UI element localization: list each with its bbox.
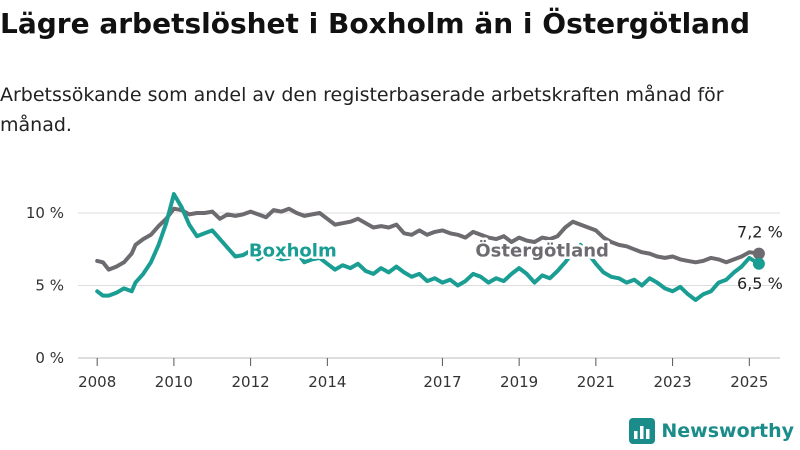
series-end-label-boxholm: 6,5 % bbox=[737, 274, 783, 293]
chart-subtitle: Arbetssökande som andel av den registerb… bbox=[0, 84, 724, 136]
series-layer bbox=[95, 192, 765, 302]
chart-title: Lägre arbetslöshet i Boxholm än i Österg… bbox=[0, 7, 751, 40]
x-tick-label: 2025 bbox=[730, 373, 768, 391]
x-tick-label: 2021 bbox=[577, 373, 615, 391]
series-end-point-ostergotland bbox=[752, 247, 765, 260]
y-tick-label: 10 % bbox=[26, 204, 64, 222]
x-tick-label: 2008 bbox=[78, 373, 116, 391]
y-tick-label: 0 % bbox=[35, 349, 64, 367]
x-tick-label: 2017 bbox=[423, 373, 461, 391]
y-tick-label: 5 % bbox=[35, 277, 64, 295]
series-end-point-boxholm bbox=[752, 257, 765, 270]
label-layer: 7,2 % 6,5 % Boxholm Östergötland bbox=[246, 223, 783, 293]
axis-layer: 0 % 5 % 10 % 2008 2010 2012 2014 2017 2019 2021 20… bbox=[26, 204, 769, 391]
x-tick-label: 2014 bbox=[308, 373, 346, 391]
series-name-label-boxholm: Boxholm bbox=[249, 240, 337, 261]
series-name-label-ostergotland: Östergötland bbox=[475, 239, 609, 261]
bar-chart-logo-icon bbox=[629, 418, 656, 444]
series-line-ostergotland bbox=[95, 206, 761, 272]
x-tick-label: 2019 bbox=[500, 373, 538, 391]
x-tick-label: 2010 bbox=[155, 373, 193, 391]
series-line-boxholm bbox=[95, 192, 761, 302]
x-tick-label: 2023 bbox=[653, 373, 691, 391]
series-end-label-ostergotland: 7,2 % bbox=[737, 223, 783, 242]
x-tick-label: 2012 bbox=[232, 373, 270, 391]
newsworthy-logo: Newsworthy bbox=[629, 418, 794, 444]
brand-name: Newsworthy bbox=[661, 420, 794, 442]
